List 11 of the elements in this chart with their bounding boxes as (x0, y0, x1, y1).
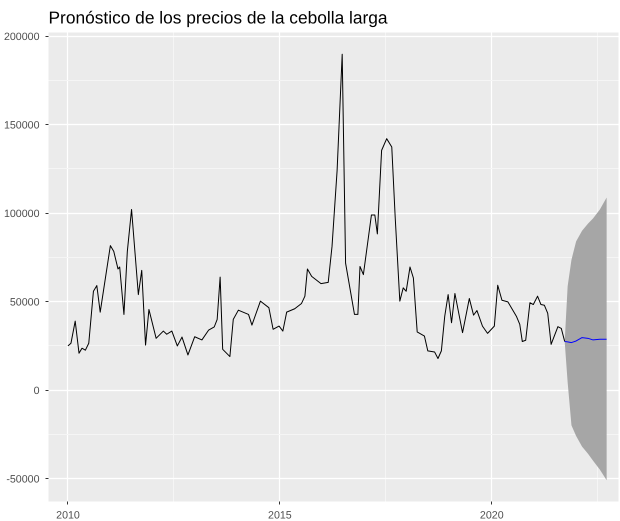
x-tick-label: 2020 (480, 510, 504, 521)
y-tick-label: 50000 (10, 296, 40, 309)
x-tick-label: 2010 (56, 510, 80, 521)
y-tick-label: 100000 (4, 208, 40, 220)
line-series (67, 54, 566, 359)
y-tick-label: 200000 (4, 31, 40, 44)
chart-title: Pronóstico de los precios de la cebolla larga (48, 8, 388, 28)
y-tick-label: 0 (34, 385, 40, 397)
x-tick-label: 2015 (268, 510, 292, 521)
y-tick-label: 150000 (4, 120, 40, 132)
y-tick-label: -50000 (6, 473, 40, 486)
